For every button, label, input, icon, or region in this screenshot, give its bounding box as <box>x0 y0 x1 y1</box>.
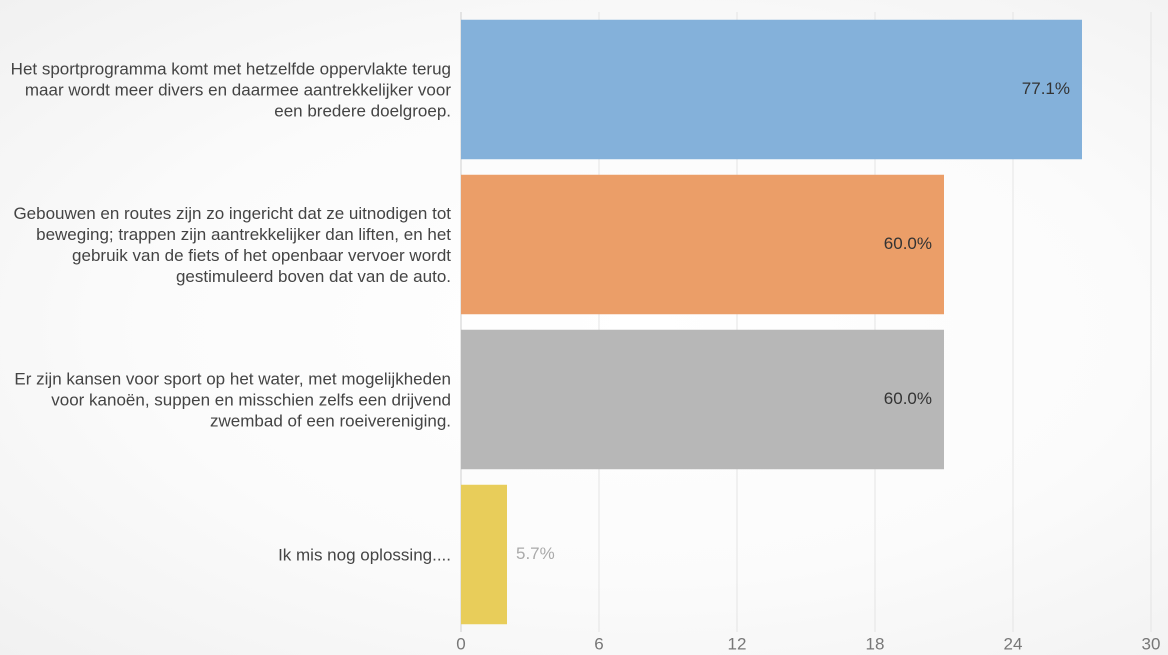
category-label: Er zijn kansen voor sport op het water, … <box>14 369 451 430</box>
bar <box>461 19 1082 160</box>
value-label: 77.1% <box>1022 79 1070 98</box>
x-tick-label: 6 <box>594 634 603 653</box>
category-label: Ik mis nog oplossing.... <box>278 545 451 564</box>
category-label: Gebouwen en routes zijn zo ingericht dat… <box>13 203 451 286</box>
x-tick-label: 18 <box>866 634 885 653</box>
bar <box>461 484 507 625</box>
value-label: 5.7% <box>516 544 555 563</box>
bar <box>461 174 944 315</box>
bar <box>461 329 944 470</box>
value-label: 60.0% <box>884 234 932 253</box>
category-label: Het sportprogramma komt met hetzelfde op… <box>10 59 451 120</box>
x-tick-label: 12 <box>728 634 747 653</box>
value-label: 60.0% <box>884 389 932 408</box>
x-tick-label: 30 <box>1142 634 1161 653</box>
x-tick-label: 0 <box>456 634 465 653</box>
x-tick-label: 24 <box>1004 634 1023 653</box>
